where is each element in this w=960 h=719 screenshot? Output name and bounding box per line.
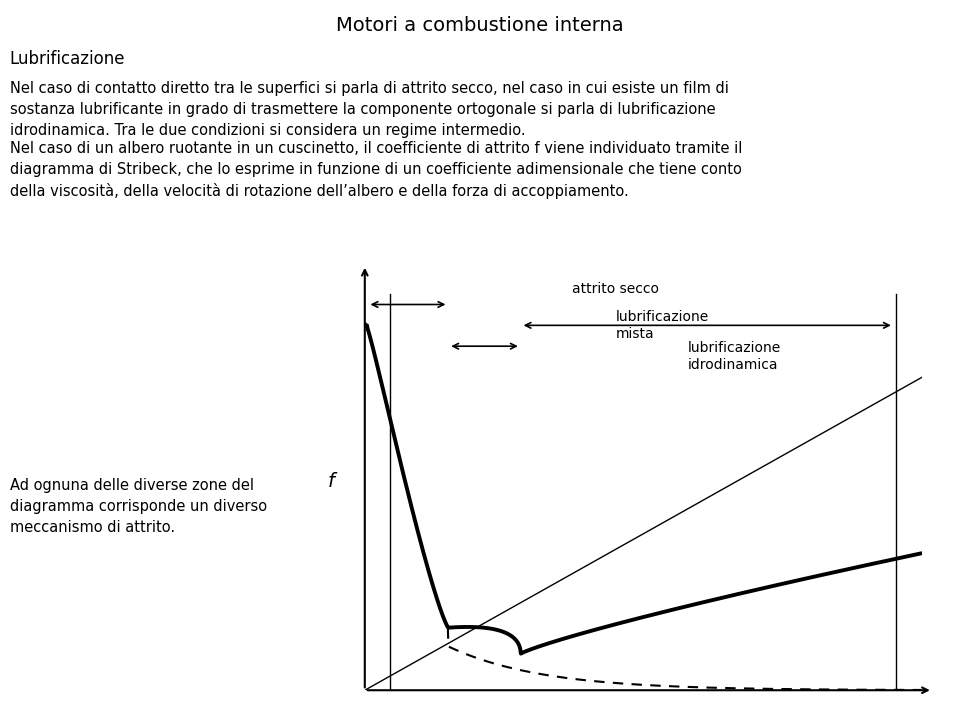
Text: Lubrificazione: Lubrificazione xyxy=(10,50,125,68)
Text: lubrificazione
idrodinamica: lubrificazione idrodinamica xyxy=(687,341,781,372)
Text: Nel caso di un albero ruotante in un cuscinetto, il coefficiente di attrito f vi: Nel caso di un albero ruotante in un cus… xyxy=(10,141,742,199)
Text: lubrificazione
mista: lubrificazione mista xyxy=(615,310,708,341)
Text: Nel caso di contatto diretto tra le superfici si parla di attrito secco, nel cas: Nel caso di contatto diretto tra le supe… xyxy=(10,81,729,137)
Text: attrito secco: attrito secco xyxy=(572,282,659,296)
Text: Motori a combustione interna: Motori a combustione interna xyxy=(336,16,624,35)
Text: Ad ognuna delle diverse zone del
diagramma corrisponde un diverso
meccanismo di : Ad ognuna delle diverse zone del diagram… xyxy=(10,478,267,535)
Text: f: f xyxy=(328,472,335,491)
